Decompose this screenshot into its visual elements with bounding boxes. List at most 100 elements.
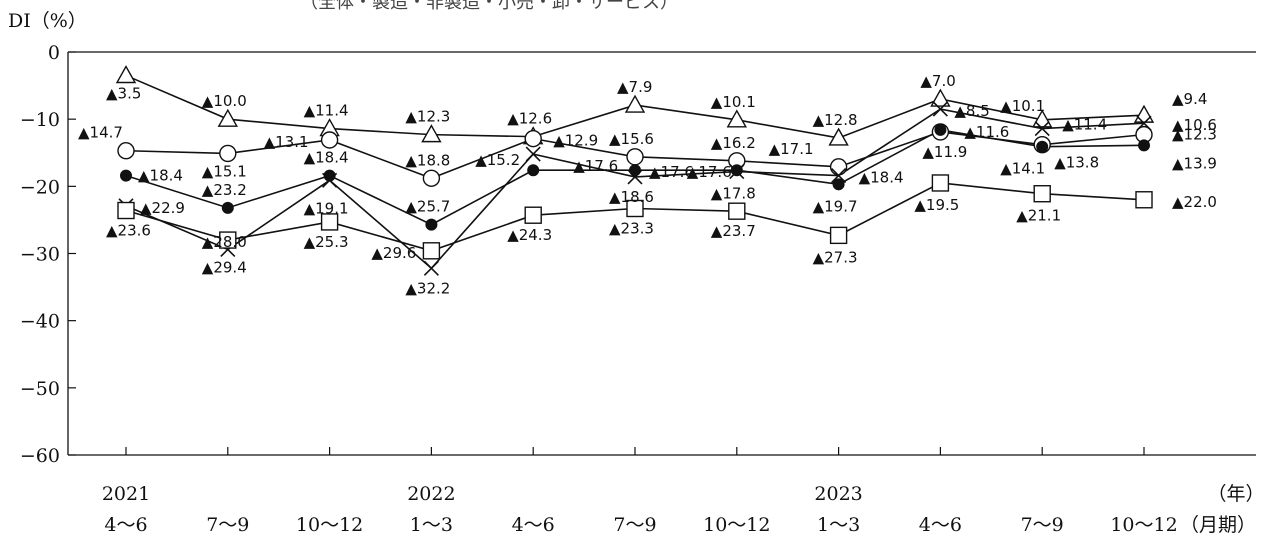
data-point [120, 169, 132, 182]
data-point [829, 158, 848, 176]
data-label: ▲29.6 [371, 244, 416, 262]
data-label: ▲22.0 [1172, 193, 1217, 211]
data-point [320, 131, 339, 149]
data-label: ▲19.7 [813, 197, 858, 215]
data-label: ▲17.6 [573, 157, 618, 175]
data-point [425, 218, 438, 231]
data-point [115, 65, 137, 84]
data-point [422, 169, 441, 187]
y-tick-label: −40 [20, 311, 60, 333]
data-label: ▲17.6 [649, 163, 694, 181]
data-point [1133, 104, 1155, 123]
data-label: ▲11.4 [304, 102, 349, 120]
data-label: ▲12.6 [507, 110, 552, 128]
y-tick-label: −50 [20, 378, 60, 400]
x-tick-label: 10〜12 [703, 514, 770, 536]
data-point [931, 174, 950, 192]
data-label: ▲11.9 [922, 143, 967, 161]
y-tick-label: −60 [20, 445, 60, 467]
data-point [831, 168, 847, 184]
data-point [930, 88, 951, 107]
data-point [1138, 139, 1150, 152]
data-point [117, 201, 135, 220]
x-tick-label: 4〜6 [919, 514, 962, 536]
data-label: ▲12.3 [405, 108, 450, 126]
data-label: ▲9.4 [1172, 90, 1207, 108]
data-label: ▲14.1 [1000, 160, 1045, 178]
data-point [217, 108, 238, 127]
data-label: ▲15.1 [202, 162, 247, 180]
data-label: ▲24.3 [507, 226, 552, 244]
data-label: ▲10.1 [1000, 97, 1045, 115]
data-label: ▲12.3 [1172, 126, 1217, 144]
data-label: ▲19.1 [304, 199, 349, 217]
data-point [322, 172, 338, 188]
data-point [730, 164, 743, 177]
data-label: ▲29.4 [202, 258, 247, 276]
data-label: ▲18.4 [138, 167, 183, 185]
y-tick-label: −20 [20, 176, 60, 198]
data-label: ▲17.1 [769, 140, 814, 158]
data-label: ▲32.2 [405, 279, 450, 297]
data-point [524, 129, 542, 148]
caption-partial: （全体・製造・非製造・小売・卸・サービス） [300, 0, 678, 13]
x-year-label: 2023 [814, 483, 862, 505]
data-point [829, 226, 848, 245]
data-label: ▲17.6 [687, 163, 732, 181]
y-tick-label: −10 [20, 109, 60, 131]
data-point [1032, 109, 1053, 128]
data-label: ▲7.0 [920, 72, 955, 90]
data-label: ▲10.0 [202, 92, 247, 110]
data-point [726, 109, 747, 128]
data-point [323, 169, 336, 182]
data-point [117, 142, 135, 160]
data-point [629, 164, 641, 177]
x-unit-year: （年） [1207, 483, 1264, 505]
data-label: ▲28.0 [202, 233, 247, 251]
x-tick-label: 7〜9 [206, 514, 249, 536]
data-label: ▲14.7 [78, 124, 123, 142]
data-point [221, 201, 234, 214]
data-point [423, 260, 439, 276]
data-point [421, 124, 442, 143]
y-axis-label: DI（%） [8, 10, 87, 32]
data-label: ▲21.1 [1016, 207, 1061, 225]
data-label: ▲18.4 [304, 149, 349, 167]
data-point [527, 164, 540, 177]
data-point [524, 206, 542, 224]
x-year-label: 2022 [407, 483, 455, 505]
x-tick-label: 1〜3 [817, 514, 860, 536]
data-label: ▲27.3 [813, 248, 858, 266]
data-point [828, 127, 849, 146]
data-label: ▲15.6 [609, 130, 654, 148]
data-point [1136, 115, 1152, 131]
data-label: ▲7.9 [617, 78, 652, 96]
data-point [219, 144, 237, 163]
data-label: ▲13.1 [264, 133, 309, 151]
x-tick-label: 1〜3 [410, 514, 453, 536]
x-year-label: 2021 [102, 483, 150, 505]
data-point [934, 123, 947, 136]
data-label: ▲23.6 [106, 222, 151, 240]
x-tick-label: 7〜9 [613, 514, 656, 536]
data-label: ▲25.3 [304, 233, 349, 251]
data-label: ▲18.8 [405, 151, 450, 169]
data-label: ▲3.5 [106, 85, 141, 103]
data-point [1036, 140, 1049, 153]
data-point [627, 169, 643, 185]
data-label: ▲11.4 [1062, 116, 1107, 134]
data-label: ▲11.6 [964, 123, 1009, 141]
data-label: ▲23.7 [711, 222, 756, 240]
data-label: ▲10.1 [711, 93, 756, 111]
data-label: ▲23.3 [609, 219, 654, 237]
data-label: ▲23.2 [202, 181, 247, 199]
data-point [932, 101, 948, 117]
x-tick-label: 10〜12 [296, 514, 363, 536]
data-label: ▲18.6 [609, 188, 654, 206]
data-point [320, 213, 339, 231]
data-point [525, 146, 541, 162]
data-point [832, 178, 845, 191]
data-label: ▲8.5 [954, 102, 989, 120]
data-label: ▲13.9 [1172, 154, 1217, 172]
